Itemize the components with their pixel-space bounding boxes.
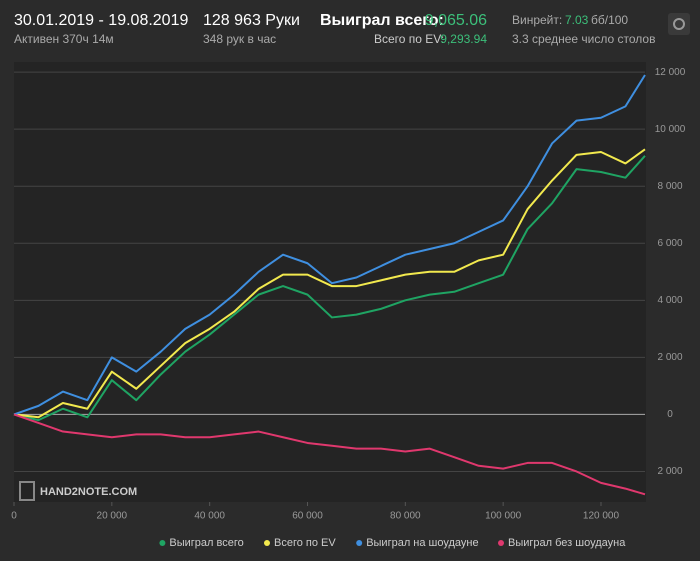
y-tick-label: 0 bbox=[667, 409, 673, 420]
dates: 30.01.2019 - 19.08.2019 bbox=[14, 12, 188, 29]
gear-icon bbox=[673, 18, 685, 30]
x-tick-label: 0 bbox=[11, 511, 17, 522]
series-line bbox=[13, 148, 646, 419]
logo: HAND2NOTE.COM bbox=[40, 486, 137, 498]
series-line bbox=[13, 413, 646, 496]
winrate-value: 7.03 bbox=[565, 13, 589, 27]
legend-label: Выиграл без шоудауна bbox=[508, 537, 626, 549]
x-tick-label: 60 000 bbox=[292, 511, 323, 522]
legend-label: Выиграл на шоудауне bbox=[366, 537, 478, 549]
x-tick-label: 20 000 bbox=[97, 511, 128, 522]
legend-marker bbox=[159, 540, 166, 546]
legend-label: Всего по EV bbox=[274, 537, 336, 549]
logo-icon bbox=[19, 481, 35, 501]
x-tick-label: 100 000 bbox=[485, 511, 522, 522]
x-tick-label: 40 000 bbox=[194, 511, 225, 522]
series-line bbox=[13, 155, 646, 422]
active: Активен 370ч 14м bbox=[14, 32, 114, 46]
x-tick-label: 120 000 bbox=[583, 511, 620, 522]
winrate-unit: бб/100 bbox=[591, 13, 628, 27]
winrate-label: Винрейт: bbox=[512, 13, 562, 27]
series-line bbox=[13, 74, 646, 416]
legend-marker bbox=[356, 540, 363, 546]
tables: 3.3 среднее число столов bbox=[512, 32, 655, 46]
hands: 128 963 Руки bbox=[203, 12, 300, 29]
won-label: Выиграл всего: bbox=[320, 12, 444, 29]
x-tick-label: 80 000 bbox=[390, 511, 421, 522]
ev-label: Всего по EV: bbox=[374, 32, 444, 46]
y-tick-label: 12 000 bbox=[655, 67, 686, 78]
ev-value: 9,293.94 bbox=[440, 32, 487, 46]
legend-label: Выиграл всего bbox=[169, 537, 243, 549]
legend-marker bbox=[498, 540, 504, 546]
y-tick-label: 4 000 bbox=[657, 295, 682, 306]
y-tick-label: 8 000 bbox=[657, 181, 682, 192]
y-tick-label: 2 000 bbox=[657, 466, 682, 477]
y-tick-label: 2 000 bbox=[657, 352, 682, 363]
y-tick-label: 6 000 bbox=[657, 238, 682, 249]
legend-marker bbox=[264, 540, 270, 546]
settings-button[interactable] bbox=[668, 13, 690, 35]
hands-per-hour: 348 рук в час bbox=[203, 32, 276, 46]
y-tick-label: 10 000 bbox=[655, 124, 686, 135]
won-value: 9,065.06 bbox=[425, 12, 487, 29]
